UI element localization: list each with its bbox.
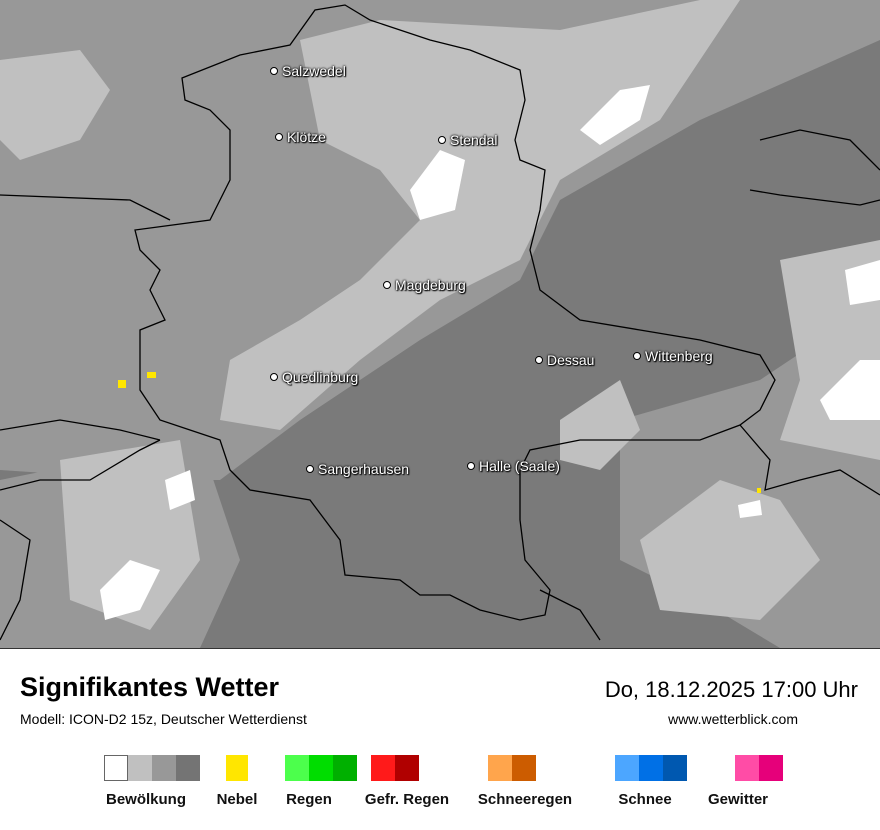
legend-swatch <box>663 755 687 781</box>
legend-swatch <box>488 755 512 781</box>
legend-swatch <box>128 755 152 781</box>
legend-swatch <box>333 755 357 781</box>
city-kloetze: Klötze <box>275 129 326 145</box>
city-dot-icon <box>270 373 278 381</box>
city-quedlinburg: Quedlinburg <box>270 369 358 385</box>
legend-swatch <box>285 755 309 781</box>
legend-swatch <box>759 755 783 781</box>
legend-label: Nebel <box>216 791 258 808</box>
legend-swatch <box>371 755 395 781</box>
city-label: Sangerhausen <box>318 461 410 477</box>
legend-label: Bewölkung <box>105 791 187 808</box>
legend-swatch-group <box>735 755 783 781</box>
model-info: Modell: ICON-D2 15z, Deutscher Wetterdie… <box>20 711 307 727</box>
weather-map: Salzwedel Klötze Stendal Magdeburg Dessa… <box>0 0 880 649</box>
legend-swatch <box>735 755 759 781</box>
legend-swatch <box>615 755 639 781</box>
legend-swatch <box>226 755 248 781</box>
legend-swatch <box>309 755 333 781</box>
legend-swatch <box>395 755 419 781</box>
website-link[interactable]: www.wetterblick.com <box>668 711 798 727</box>
city-label: Salzwedel <box>282 63 346 79</box>
legend-swatch-group <box>371 755 419 781</box>
map-title: Signifikantes Wetter <box>20 672 280 702</box>
city-label: Klötze <box>287 129 326 145</box>
city-label: Halle (Saale) <box>479 458 560 474</box>
city-dot-icon <box>383 281 391 289</box>
legend-label: Gefr. Regen <box>364 791 450 808</box>
city-sangerhausen: Sangerhausen <box>306 461 409 477</box>
city-halle: Halle (Saale) <box>467 458 560 474</box>
legend-swatch-group <box>104 755 200 781</box>
legend-label: Schnee <box>618 791 672 808</box>
city-stendal: Stendal <box>438 132 497 148</box>
city-salzwedel: Salzwedel <box>270 63 346 79</box>
legend-swatch-group <box>226 755 248 781</box>
city-dot-icon <box>633 352 641 360</box>
legend-swatch-group <box>285 755 357 781</box>
city-dot-icon <box>270 67 278 75</box>
city-label: Quedlinburg <box>282 369 359 385</box>
city-label: Dessau <box>547 352 595 368</box>
legend-label: Regen <box>286 791 332 808</box>
city-dot-icon <box>275 133 283 141</box>
legend-swatch <box>512 755 536 781</box>
legend-swatch-group <box>615 755 687 781</box>
city-label: Wittenberg <box>645 348 713 364</box>
city-dot-icon <box>438 136 446 144</box>
legend-swatch <box>176 755 200 781</box>
city-wittenberg: Wittenberg <box>633 348 713 364</box>
city-label: Magdeburg <box>395 277 466 293</box>
city-dot-icon <box>306 465 314 473</box>
forecast-datetime: Do, 18.12.2025 17:00 Uhr <box>604 677 858 702</box>
legend-swatch <box>104 755 128 781</box>
city-dot-icon <box>535 356 543 364</box>
state-borders <box>0 4 880 641</box>
legend-swatch <box>152 755 176 781</box>
city-dot-icon <box>467 462 475 470</box>
legend-swatch <box>639 755 663 781</box>
city-dessau: Dessau <box>535 352 594 368</box>
city-magdeburg: Magdeburg <box>383 277 466 293</box>
cloud-cover-layer <box>0 0 880 648</box>
legend-label: Gewitter <box>707 791 769 808</box>
legend-label: Schneeregen <box>477 791 573 808</box>
city-label: Stendal <box>450 132 498 148</box>
legend-swatch-group <box>488 755 536 781</box>
